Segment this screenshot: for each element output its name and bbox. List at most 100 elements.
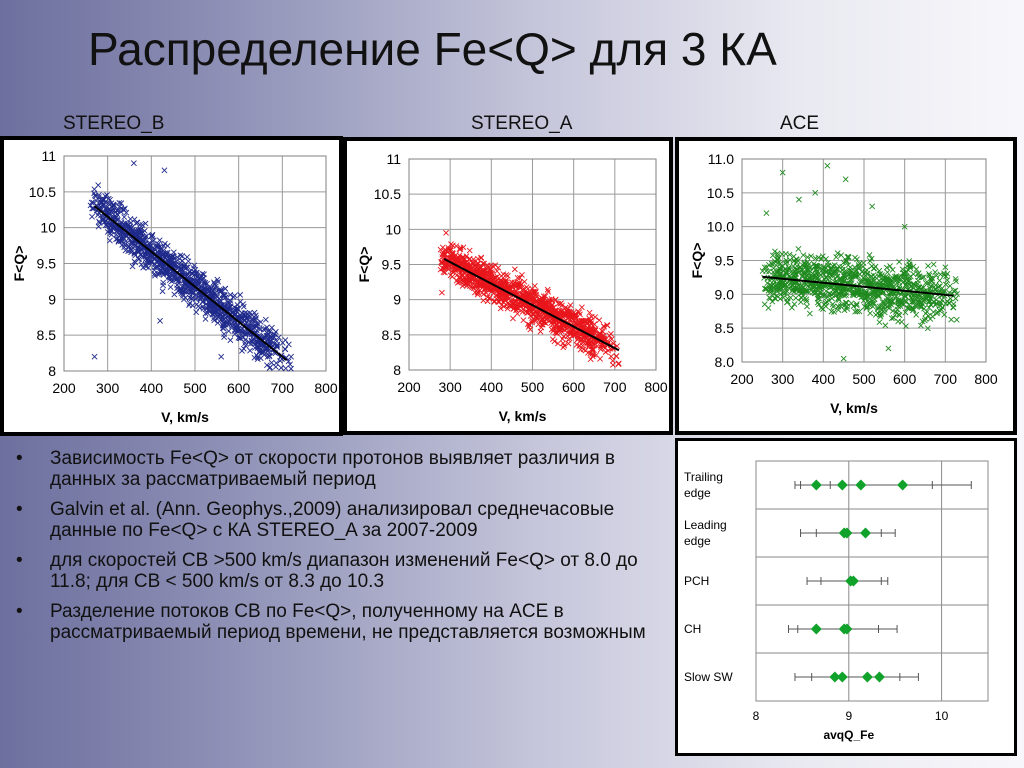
data-point: [779, 251, 786, 258]
data-point: [780, 289, 787, 296]
data-point: [847, 274, 854, 281]
data-point: [864, 271, 871, 278]
data-point: [160, 282, 166, 289]
data-point: [889, 266, 896, 273]
data-point: [860, 297, 867, 304]
data-point: [793, 256, 800, 263]
y-axis-label: F<Q>: [689, 243, 705, 279]
data-point: [141, 227, 148, 234]
data-point: [475, 265, 482, 272]
data-point: [827, 284, 834, 291]
data-point: [116, 231, 123, 237]
data-point: [952, 275, 959, 282]
data-point: [953, 316, 960, 323]
data-point: [821, 267, 827, 274]
data-point: [887, 296, 894, 303]
data-point: [168, 254, 175, 261]
data-point: [514, 274, 521, 281]
data-point: [925, 279, 931, 286]
data-point: [275, 334, 282, 341]
data-point: [448, 241, 454, 248]
data-point: [562, 310, 569, 317]
x-axis-label: V, km/s: [830, 400, 878, 416]
data-point: [484, 262, 491, 269]
data-point: [591, 342, 598, 349]
x-tick-label: 200: [397, 379, 421, 395]
data-point: [102, 199, 109, 206]
data-point: [799, 272, 806, 279]
data-point: [859, 268, 866, 275]
data-point: [533, 309, 540, 315]
data-point: [769, 298, 776, 305]
data-point: [864, 304, 870, 310]
plot-frame: [741, 158, 987, 363]
data-point: [847, 575, 859, 587]
data-point: [132, 259, 139, 266]
data-point: [771, 291, 778, 298]
data-point: [510, 305, 517, 312]
data-point: [763, 210, 770, 217]
bullet-item: Разделение потоков СВ по Fe<Q>, полученн…: [14, 601, 664, 643]
data-point: [587, 356, 594, 363]
data-point: [770, 265, 777, 272]
data-point: [460, 260, 466, 267]
data-point: [865, 299, 872, 306]
data-point: [839, 263, 846, 270]
data-point: [288, 365, 294, 372]
data-point: [775, 267, 782, 274]
data-point: [115, 238, 122, 245]
data-point: [268, 359, 275, 366]
data-point: [552, 308, 559, 315]
data-point: [591, 351, 597, 358]
category-label: Slow SW: [684, 670, 733, 684]
data-point: [853, 301, 860, 307]
data-point: [888, 315, 895, 322]
data-point: [936, 277, 943, 284]
x-tick-label: 400: [480, 379, 504, 395]
data-point: [128, 249, 135, 256]
data-point: [251, 321, 258, 328]
data-point: [201, 271, 207, 278]
data-point: [784, 295, 791, 302]
data-point: [170, 249, 177, 256]
data-point: [457, 278, 464, 285]
bullet-list: Зависимость Fe<Q> от скорости протонов в…: [14, 448, 664, 652]
data-point: [96, 191, 102, 198]
data-point: [455, 257, 462, 263]
data-point: [899, 279, 906, 286]
data-point: [824, 162, 831, 169]
y-tick-label: 8.5: [382, 327, 402, 343]
data-point: [453, 252, 459, 258]
data-point: [942, 300, 949, 307]
data-point: [227, 300, 234, 307]
data-point: [930, 261, 937, 268]
data-point: [505, 282, 511, 289]
data-point: [763, 285, 770, 292]
data-point: [263, 332, 270, 339]
data-point: [884, 269, 891, 276]
data-point: [901, 298, 908, 305]
data-point: [837, 277, 844, 283]
data-point: [869, 203, 876, 210]
data-point: [587, 350, 594, 357]
data-point: [104, 222, 111, 229]
data-point: [288, 353, 294, 360]
data-point: [121, 244, 128, 251]
data-point: [265, 327, 272, 334]
data-point: [918, 286, 924, 293]
y-tick-label: 10: [385, 221, 401, 237]
data-point: [160, 279, 167, 286]
data-point: [827, 272, 834, 279]
data-point: [867, 258, 874, 264]
data-point: [806, 264, 813, 271]
y-tick-label: 8: [48, 363, 56, 379]
data-point: [538, 295, 545, 301]
data-point: [121, 221, 128, 228]
data-point: [545, 305, 552, 312]
data-point: [119, 236, 125, 243]
data-point: [822, 303, 829, 310]
data-point: [152, 242, 158, 249]
data-point: [495, 298, 502, 305]
data-point: [762, 286, 769, 292]
data-point: [530, 291, 537, 298]
